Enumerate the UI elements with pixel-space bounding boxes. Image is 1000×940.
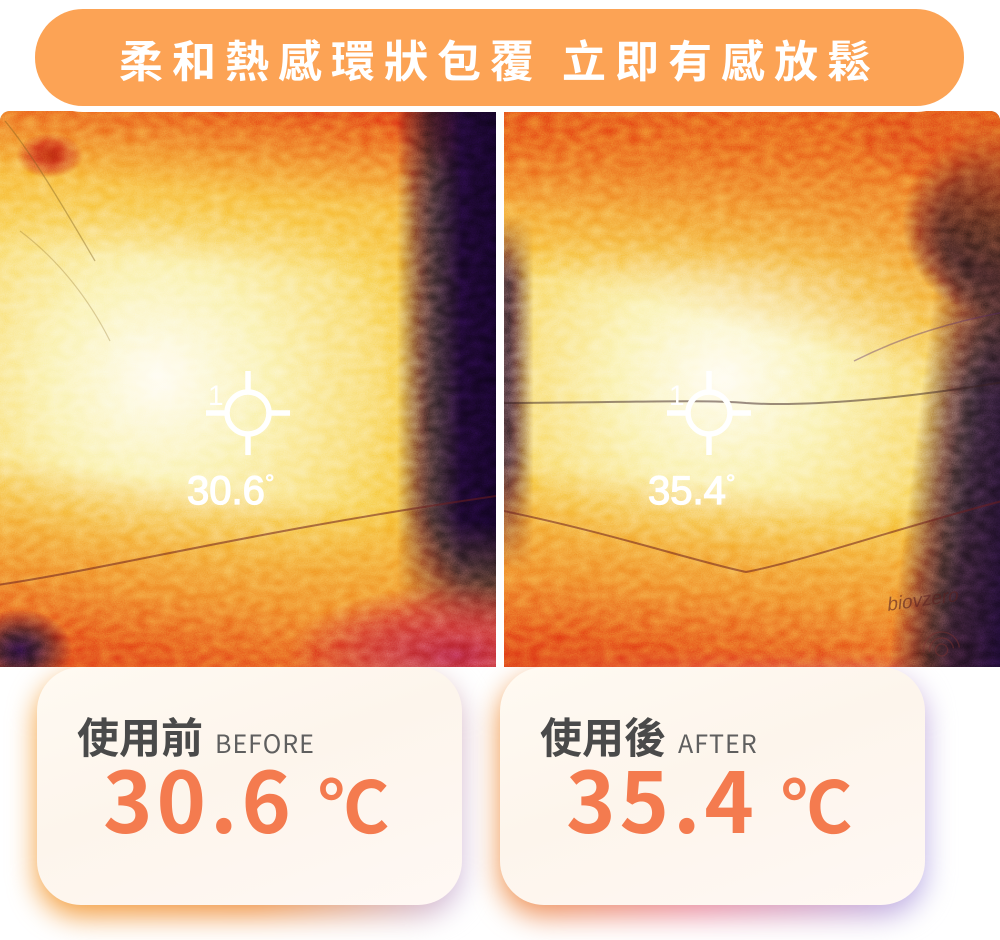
svg-text:1: 1 <box>208 380 224 411</box>
svg-text:biovzero: biovzero <box>885 585 960 616</box>
svg-text:1: 1 <box>669 380 685 411</box>
